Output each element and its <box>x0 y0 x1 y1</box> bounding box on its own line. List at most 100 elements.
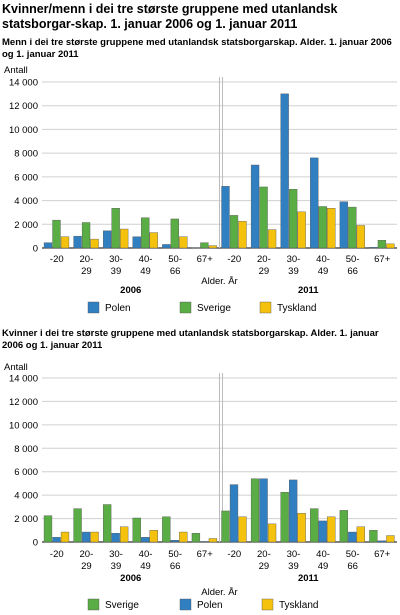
bar-tyskland <box>149 530 158 543</box>
bar-polen <box>289 479 298 543</box>
bar-tyskland <box>179 236 188 249</box>
x-tick-label: 67+ <box>197 254 214 265</box>
bar-polen <box>141 537 150 543</box>
bar-chart-menn: 0 2 000 4 000 6 000 8 000 10 000 12 000 14 000 A… <box>4 65 397 314</box>
bar-polen <box>377 540 387 543</box>
legend-swatch-sverige <box>87 598 100 611</box>
bar-sverige <box>111 208 120 249</box>
bar-polen <box>103 230 112 249</box>
legend-label: Tyskland <box>277 303 316 314</box>
bar-sverige <box>221 510 230 543</box>
x-tick-label: 67+ <box>197 549 214 560</box>
bar-sverige <box>310 508 319 543</box>
x-tick-label: 50-66 <box>168 549 182 572</box>
x-tick-label: 20-29 <box>80 549 94 572</box>
x-tick-label: -20 <box>50 254 64 265</box>
y-tick-label: 14 000 <box>9 374 38 385</box>
x-tick-label: 67+ <box>374 549 391 560</box>
bar-tyskland <box>208 538 218 543</box>
legend-swatch-sverige <box>179 301 192 314</box>
bar-tyskland <box>386 535 395 543</box>
bar-polen <box>170 540 179 543</box>
x-tick-label: 40-49 <box>316 549 330 572</box>
group-label: 2011 <box>298 573 319 584</box>
bar-sverige <box>132 517 141 543</box>
bar-polen <box>348 531 357 543</box>
legend-label: Tyskland <box>279 600 318 611</box>
bar-sverige <box>43 515 53 543</box>
x-axis-label: Alder. År <box>201 587 237 598</box>
bar-tyskland <box>60 531 70 543</box>
x-tick-label: 20-29 <box>257 549 271 572</box>
bar-tyskland <box>356 225 365 249</box>
bar-polen <box>259 478 268 543</box>
y-tick-label: 14 000 <box>9 78 38 89</box>
bar-polen <box>200 541 209 543</box>
bar-sverige <box>289 189 298 249</box>
bar-tyskland <box>238 516 247 543</box>
bar-tyskland <box>208 245 218 249</box>
legend-swatch-tyskland <box>259 301 272 314</box>
y-tick-label: 0 <box>33 538 38 549</box>
y-axis-label: Antall <box>4 362 28 373</box>
bar-sverige <box>52 219 61 249</box>
x-tick-label: 20-29 <box>257 254 271 277</box>
bar-tyskland <box>60 236 70 249</box>
bar-polen <box>73 235 82 249</box>
y-tick-label: 8 000 <box>14 149 38 160</box>
chart-title: Menn i dei tre største gruppene med utan… <box>2 37 392 60</box>
y-tick-label: 0 <box>33 244 38 255</box>
bar-polen <box>162 244 171 249</box>
bar-tyskland <box>90 238 99 249</box>
bar-sverige <box>259 186 268 249</box>
y-tick-label: 4 000 <box>14 491 38 502</box>
bar-polen <box>43 242 53 249</box>
page-title: Kvinner/menn i dei tre største gruppene … <box>2 2 338 31</box>
y-tick-label: 10 000 <box>9 125 38 136</box>
bar-sverige <box>141 217 150 249</box>
legend-label: Sverige <box>105 600 139 611</box>
bar-tyskland <box>149 232 158 249</box>
bar-polen <box>280 93 289 249</box>
bar-sverige <box>81 222 91 249</box>
y-tick-label: 12 000 <box>9 101 38 112</box>
x-tick-label: 30-39 <box>287 549 301 572</box>
bar-polen <box>369 247 378 249</box>
x-tick-label: 40-49 <box>139 254 153 277</box>
legend-swatch-tyskland <box>261 598 274 611</box>
x-tick-label: -20 <box>227 254 241 265</box>
x-tick-label: 50-66 <box>346 254 360 277</box>
bar-polen <box>310 157 319 249</box>
bar-sverige <box>348 206 357 249</box>
y-tick-label: 4 000 <box>14 196 38 207</box>
legend-swatch-polen <box>179 598 192 611</box>
bar-tyskland <box>90 531 99 543</box>
bar-tyskland <box>386 243 395 249</box>
x-tick-label: -20 <box>50 549 64 560</box>
y-tick-label: 8 000 <box>14 444 38 455</box>
bar-sverige <box>318 206 327 249</box>
bar-tyskland <box>327 208 336 249</box>
legend-label: Sverige <box>197 303 231 314</box>
bar-tyskland <box>120 526 129 543</box>
bar-polen <box>318 520 327 543</box>
group-label: 2006 <box>120 285 141 296</box>
bar-tyskland <box>297 211 306 249</box>
y-tick-label: 2 000 <box>14 220 38 231</box>
bar-polen <box>81 531 91 543</box>
bar-sverige <box>73 508 82 543</box>
x-tick-label: 30-39 <box>287 254 301 277</box>
bar-tyskland <box>297 513 306 543</box>
legend-swatch-polen <box>87 301 100 314</box>
bar-polen <box>221 186 230 249</box>
x-tick-label: 50-66 <box>346 549 360 572</box>
bar-polen <box>132 236 141 249</box>
group-label: 2011 <box>298 285 319 296</box>
bar-tyskland <box>356 526 365 543</box>
bar-tyskland <box>179 531 188 543</box>
x-tick-label: 30-39 <box>109 549 123 572</box>
legend-label: Polen <box>105 303 131 314</box>
bar-sverige <box>377 240 387 249</box>
bar-sverige <box>162 516 171 543</box>
